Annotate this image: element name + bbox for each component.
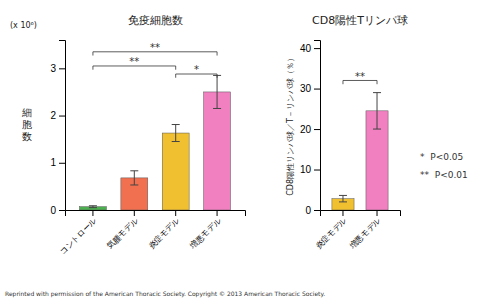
y-tick-label: 3 bbox=[50, 63, 56, 74]
plot-area bbox=[79, 75, 230, 210]
x-tick-label: 増悪モデル bbox=[187, 216, 222, 251]
x-tick-mark bbox=[377, 210, 378, 216]
y-tick-mark bbox=[59, 210, 65, 211]
x-tick-mark bbox=[217, 210, 218, 216]
y-tick-mark bbox=[314, 48, 320, 49]
y-tick-mark bbox=[59, 163, 65, 164]
chart-title: 免疫細胞数 bbox=[128, 14, 183, 27]
legend: * P<0.05 ** P<0.01 bbox=[420, 152, 468, 180]
bar bbox=[79, 207, 106, 210]
significance-label: ** bbox=[150, 42, 160, 53]
y-tick: 20 bbox=[300, 124, 320, 135]
y-tick-mark bbox=[314, 210, 320, 211]
y-tick-label: 10 bbox=[300, 164, 312, 175]
y-axis-label: 細胞数 bbox=[21, 107, 32, 142]
x-tick: コントロール bbox=[58, 210, 98, 256]
x-tick-mark bbox=[175, 210, 176, 216]
error-bar bbox=[373, 93, 381, 129]
error-bar bbox=[172, 125, 180, 142]
y-tick-label: 1 bbox=[50, 157, 56, 168]
error-bar bbox=[339, 195, 347, 201]
y-tick-label: 40 bbox=[300, 43, 312, 54]
x-tick-label: 増悪モデル bbox=[347, 216, 382, 251]
error-bar bbox=[130, 171, 138, 185]
y-tick: 40 bbox=[300, 43, 320, 54]
x-tick: 炎症モデル bbox=[147, 210, 182, 251]
bar bbox=[162, 133, 189, 210]
x-tick: 増悪モデル bbox=[187, 210, 222, 251]
y-axis-line bbox=[59, 41, 66, 211]
legend-entry: ** P<0.01 bbox=[420, 170, 468, 180]
y-tick-mark bbox=[59, 116, 65, 117]
x-axis: コントロール気腫モデル炎症モデル増悪モデル bbox=[58, 210, 245, 256]
x-axis: 炎症モデル増悪モデル bbox=[314, 210, 401, 251]
chart-svg: 0123コントロール気腫モデル炎症モデル増悪モデル免疫細胞数細胞数(x 10⁶)… bbox=[0, 0, 500, 300]
x-axis-line bbox=[66, 211, 246, 217]
error-bar bbox=[89, 206, 97, 208]
legend-entry: * P<0.05 bbox=[420, 152, 463, 162]
bar bbox=[204, 92, 231, 210]
y-tick: 1 bbox=[50, 157, 65, 168]
y-tick-mark bbox=[314, 129, 320, 130]
footer: Reprinted with permission of the America… bbox=[5, 290, 325, 298]
y-tick: 10 bbox=[300, 164, 320, 175]
x-tick: 気腫モデル bbox=[105, 210, 140, 251]
x-tick: 増悪モデル bbox=[347, 210, 382, 251]
x-tick: 炎症モデル bbox=[314, 210, 349, 251]
chart-title: CD8陽性Tリンパ球 bbox=[312, 14, 408, 27]
plot-area bbox=[332, 93, 388, 210]
y-axis-label: CD8陽性リンパ球／T－リンパ球（％） bbox=[286, 54, 295, 196]
y-tick-mark bbox=[314, 170, 320, 171]
y-tick-mark bbox=[59, 68, 65, 69]
y-tick: 3 bbox=[50, 63, 65, 74]
significance-label: ** bbox=[355, 71, 365, 82]
chart-panel: 0 1 2 3 コントロール気腫モデル炎症モデル増悪モデル 免疫細胞数細胞数 (x 10⁶)… bbox=[10, 14, 246, 256]
y-tick: 30 bbox=[300, 83, 320, 94]
y-tick-label: 30 bbox=[300, 83, 312, 94]
significance-label: * bbox=[194, 64, 199, 75]
x-tick-mark bbox=[342, 210, 343, 216]
y-tick-label: 2 bbox=[50, 110, 56, 121]
significance-label: ** bbox=[129, 56, 139, 67]
x-tick-label: 気腫モデル bbox=[105, 216, 140, 251]
y-tick-label: 0 bbox=[305, 205, 311, 216]
x-tick-label: 炎症モデル bbox=[147, 216, 182, 251]
y-tick-mark bbox=[314, 89, 320, 90]
y-axis: 0 1 2 3 bbox=[50, 41, 65, 216]
y-tick: 2 bbox=[50, 110, 65, 121]
x-tick-label: 炎症モデル bbox=[314, 216, 349, 251]
y-unit-label: (x 10⁶) bbox=[10, 21, 37, 30]
y-tick-label: 0 bbox=[50, 205, 56, 216]
x-axis-line bbox=[321, 211, 401, 217]
x-tick-mark bbox=[134, 210, 135, 216]
y-axis-line bbox=[314, 41, 321, 211]
chart-panel: 0 10 20 30 40 炎症モデル増悪モデル CD8陽性Tリンパ球 CD8陽性リンパ球／T… bbox=[286, 14, 408, 251]
x-tick-label: コントロール bbox=[58, 216, 98, 256]
x-tick-mark bbox=[92, 210, 93, 216]
y-tick-label: 20 bbox=[300, 124, 312, 135]
y-tick: 0 bbox=[50, 205, 65, 216]
error-bar bbox=[213, 75, 221, 108]
y-axis: 0 10 20 30 40 bbox=[300, 41, 321, 216]
y-tick: 0 bbox=[305, 205, 320, 216]
